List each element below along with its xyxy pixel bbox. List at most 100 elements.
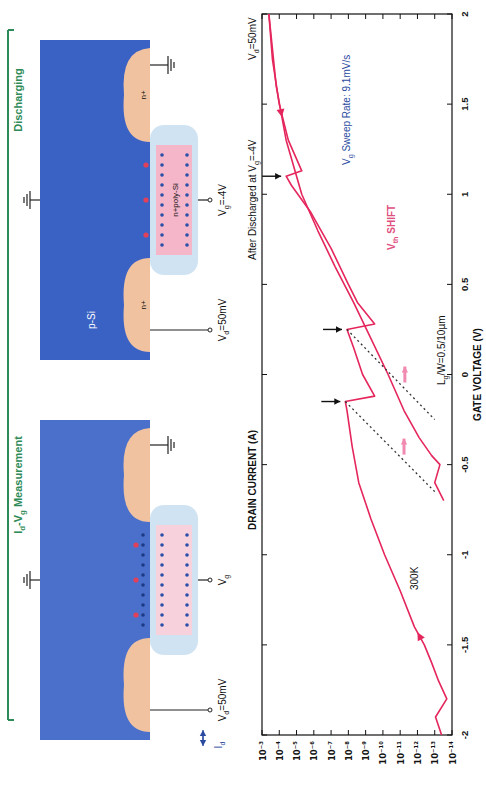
drain-region bbox=[124, 258, 150, 352]
gate-label: Vg=-4V bbox=[217, 184, 231, 216]
series-line bbox=[269, 14, 444, 501]
text-part: Measurement bbox=[12, 436, 24, 510]
electron bbox=[141, 533, 145, 537]
gate-material: n+poly-Si bbox=[171, 183, 180, 217]
tick bbox=[434, 14, 435, 19]
electron bbox=[185, 583, 189, 587]
electron bbox=[185, 593, 189, 597]
vth-shift-arrow bbox=[402, 367, 408, 383]
electron bbox=[160, 613, 164, 617]
ground bbox=[29, 191, 30, 209]
gate bbox=[156, 525, 192, 635]
current-label: Id bbox=[213, 742, 227, 749]
text-part: GATE VOLTAGE (V) bbox=[472, 328, 483, 421]
drain-region-label: n+ bbox=[139, 300, 148, 309]
text-part: 10⁻¹¹ bbox=[396, 741, 406, 765]
tick bbox=[262, 104, 267, 105]
substrate bbox=[40, 40, 150, 360]
electron bbox=[160, 243, 164, 247]
text-part: 10⁻⁸ bbox=[344, 741, 354, 761]
tick bbox=[279, 730, 280, 735]
source-terminal bbox=[150, 444, 168, 445]
tick bbox=[447, 194, 452, 195]
tick bbox=[262, 735, 267, 736]
text-part: 10⁻³ bbox=[258, 741, 268, 761]
plot-frame bbox=[262, 14, 452, 735]
tick bbox=[417, 14, 418, 19]
tick-label: 10⁻¹² bbox=[413, 741, 423, 765]
text-part: 300K bbox=[409, 566, 420, 590]
electron bbox=[185, 563, 189, 567]
electron bbox=[185, 553, 189, 557]
tick bbox=[447, 104, 452, 105]
tick bbox=[447, 464, 452, 465]
electron bbox=[141, 613, 145, 617]
gate-terminal bbox=[198, 579, 208, 580]
electron bbox=[160, 183, 164, 187]
vth-shift-arrow-head bbox=[401, 439, 407, 445]
spacer bbox=[150, 125, 198, 275]
bracket bbox=[7, 30, 9, 720]
ground bbox=[23, 577, 24, 583]
electron bbox=[160, 213, 164, 217]
text-part: =50mV bbox=[247, 17, 258, 49]
ground bbox=[26, 574, 27, 586]
tick-label: -0.5 bbox=[459, 456, 470, 473]
electron bbox=[160, 223, 164, 227]
ground bbox=[170, 439, 171, 451]
electron bbox=[185, 203, 189, 207]
electron bbox=[185, 153, 189, 157]
tick bbox=[262, 730, 263, 735]
tick-label: 10⁻⁶ bbox=[309, 741, 319, 761]
text-part: /W=0.5/10µm bbox=[436, 315, 447, 375]
electron bbox=[141, 583, 145, 587]
text-part: =50mV bbox=[217, 678, 228, 710]
electron bbox=[160, 553, 164, 557]
tick bbox=[313, 730, 314, 735]
bracket bbox=[8, 719, 14, 721]
text-part: -1.5 bbox=[459, 636, 470, 653]
electron bbox=[185, 613, 189, 617]
gate-terminal bbox=[208, 578, 212, 582]
text-part: 10⁻¹⁴ bbox=[448, 741, 458, 765]
text-part: -V bbox=[12, 514, 24, 526]
text-part: 10⁻⁷ bbox=[327, 741, 337, 761]
drop-arrow-head bbox=[334, 398, 340, 404]
device-panel bbox=[24, 40, 212, 360]
ground bbox=[26, 194, 27, 206]
electron bbox=[185, 223, 189, 227]
trapped-charge bbox=[133, 542, 138, 547]
electron bbox=[160, 193, 164, 197]
tick bbox=[447, 374, 452, 375]
tick bbox=[400, 14, 401, 19]
electron bbox=[185, 183, 189, 187]
tick bbox=[262, 14, 267, 15]
electron bbox=[160, 583, 164, 587]
annotation: Vth SHIFT bbox=[386, 205, 400, 250]
series-line bbox=[347, 329, 435, 419]
text-part: =50mV bbox=[217, 298, 228, 330]
data-group bbox=[269, 14, 447, 735]
tick bbox=[434, 730, 435, 735]
substrate-label: p-Si bbox=[86, 311, 97, 329]
text-part: DRAIN CURRENT (A) bbox=[247, 430, 258, 530]
panel-title: Id-Vg Measurement bbox=[12, 436, 27, 534]
tick bbox=[452, 14, 453, 19]
electron bbox=[185, 623, 189, 627]
substrate-terminal bbox=[30, 579, 40, 580]
gate-terminal bbox=[208, 198, 212, 202]
device-panel bbox=[24, 420, 212, 740]
source-label: n+ bbox=[139, 90, 148, 99]
panel-title: Discharging bbox=[12, 68, 24, 132]
sweep-direction bbox=[417, 632, 424, 641]
tick bbox=[417, 730, 418, 735]
electron bbox=[185, 533, 189, 537]
electron bbox=[141, 593, 145, 597]
electron bbox=[160, 153, 164, 157]
tick bbox=[313, 14, 314, 19]
tick-label: 0 bbox=[459, 372, 470, 377]
text-part: Sweep Rate: 9.1mV/s bbox=[341, 55, 352, 155]
text-part: 2 bbox=[459, 11, 470, 16]
text-part: -0.5 bbox=[459, 456, 470, 473]
drop-arrow bbox=[321, 398, 340, 404]
